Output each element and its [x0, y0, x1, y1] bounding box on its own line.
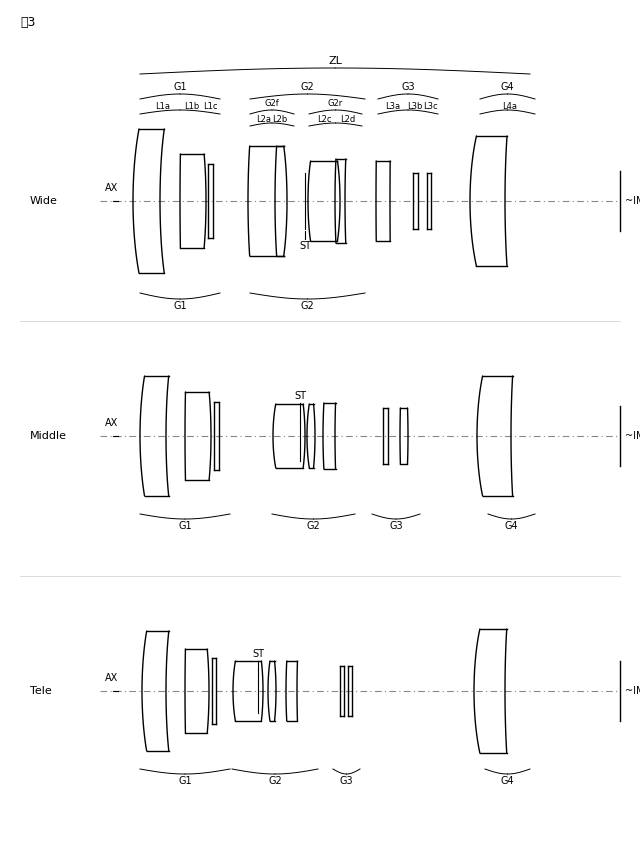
Text: L3a: L3a	[385, 102, 401, 111]
Text: G1: G1	[178, 776, 192, 786]
Text: Tele: Tele	[30, 686, 52, 696]
Text: L1b: L1b	[184, 102, 200, 111]
Text: Middle: Middle	[30, 431, 67, 441]
Text: L2b: L2b	[273, 115, 287, 124]
Text: G2: G2	[301, 82, 314, 92]
Text: L3b: L3b	[407, 102, 422, 111]
Text: G3: G3	[340, 776, 353, 786]
Text: G3: G3	[389, 521, 403, 531]
Text: ~IM: ~IM	[625, 431, 640, 441]
Text: G2f: G2f	[264, 99, 280, 108]
Text: L2d: L2d	[340, 115, 356, 124]
Text: L1a: L1a	[156, 102, 170, 111]
Text: G2: G2	[307, 521, 321, 531]
Text: AX: AX	[105, 673, 118, 683]
Text: 図3: 図3	[20, 16, 35, 29]
Text: G4: G4	[505, 521, 518, 531]
Text: G2: G2	[301, 301, 314, 311]
Text: L3c: L3c	[422, 102, 437, 111]
Text: L1c: L1c	[203, 102, 217, 111]
Text: G2r: G2r	[328, 99, 343, 108]
Text: G4: G4	[500, 776, 515, 786]
Text: G3: G3	[401, 82, 415, 92]
Text: G2: G2	[268, 776, 282, 786]
Text: L4a: L4a	[502, 102, 518, 111]
Text: L2c: L2c	[317, 115, 332, 124]
Text: AX: AX	[105, 418, 118, 428]
Text: ST: ST	[299, 241, 311, 251]
Text: G1: G1	[173, 301, 187, 311]
Text: ~IM: ~IM	[625, 686, 640, 696]
Text: ST: ST	[294, 391, 306, 401]
Text: Wide: Wide	[30, 196, 58, 206]
Text: G1: G1	[178, 521, 192, 531]
Text: G4: G4	[500, 82, 515, 92]
Text: G1: G1	[173, 82, 187, 92]
Text: L2a: L2a	[257, 115, 271, 124]
Text: ~IM: ~IM	[625, 196, 640, 206]
Text: AX: AX	[105, 183, 118, 193]
Text: ZL: ZL	[328, 56, 342, 66]
Text: ST: ST	[252, 649, 264, 659]
